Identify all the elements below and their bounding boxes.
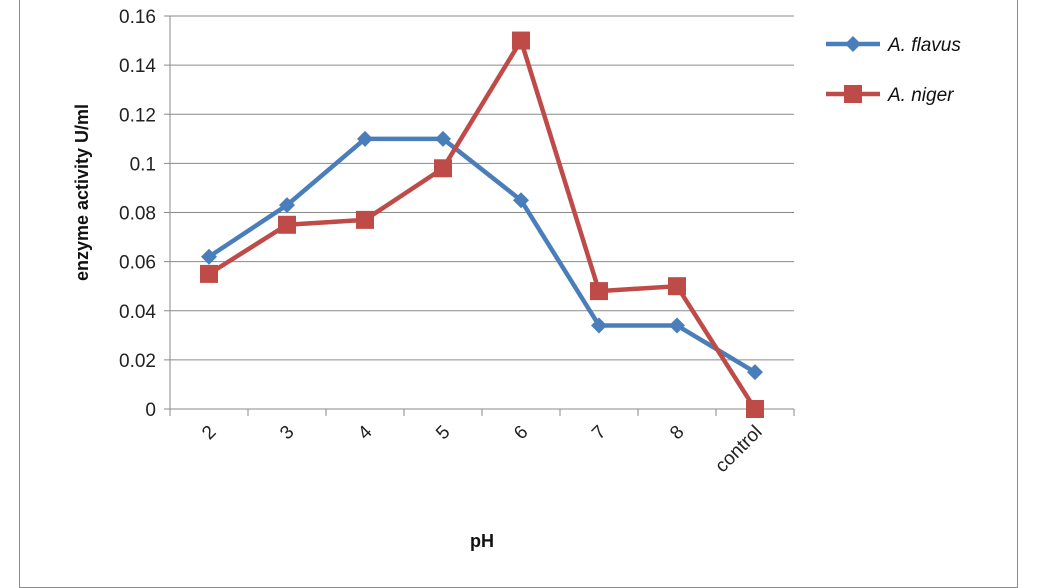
data-point-marker — [357, 130, 373, 147]
data-point-marker — [435, 130, 451, 147]
data-point-marker — [512, 31, 530, 50]
data-point-marker — [669, 317, 685, 334]
x-tick-label: 5 — [432, 422, 454, 444]
series-1 — [201, 130, 763, 381]
y-tick-label: 0.1 — [130, 154, 156, 175]
data-point-marker — [591, 317, 607, 334]
y-tick-label: 0 — [145, 400, 156, 421]
data-point-marker — [434, 159, 452, 178]
series-2 — [200, 31, 764, 418]
x-axis-title: pH — [470, 531, 494, 551]
data-point-marker — [201, 248, 217, 265]
data-point-marker — [356, 210, 374, 229]
x-tick-labels: 2 3 4 5 6 7 8 control — [198, 421, 766, 476]
legend-label: A. niger — [887, 85, 954, 106]
x-tick-label: control — [711, 422, 766, 477]
x-tick-label: 7 — [588, 422, 610, 444]
x-axis — [169, 408, 795, 416]
y-tick-label: 0.06 — [119, 253, 156, 274]
legend-item: A. niger — [826, 85, 954, 106]
y-axis-title: enzyme activity U/ml — [72, 104, 92, 281]
data-point-marker — [746, 400, 764, 418]
y-tick-label: 0.12 — [119, 105, 156, 126]
x-tick-label: 3 — [276, 422, 298, 444]
x-tick-label: 6 — [510, 422, 532, 444]
data-point-marker — [278, 215, 296, 234]
series-layer — [200, 31, 764, 418]
data-point-marker — [200, 264, 218, 283]
series-line — [207, 136, 757, 375]
y-tick-labels: 0 0.02 0.04 0.06 0.08 0.1 0.12 0.14 0.16 — [119, 7, 171, 421]
gridlines — [170, 15, 794, 361]
line-chart: 0 0.02 0.04 0.06 0.08 0.1 0.12 0.14 0.16 2 3 4 5 6 7 8… — [72, 7, 961, 551]
data-point-marker — [590, 282, 608, 301]
data-point-marker — [747, 364, 763, 381]
x-tick-label: 8 — [666, 422, 688, 444]
y-tick-label: 0.14 — [119, 56, 156, 77]
data-point-marker — [279, 197, 295, 214]
x-tick-label: 2 — [198, 422, 220, 444]
y-tick-label: 0.08 — [119, 204, 156, 225]
y-tick-label: 0.16 — [119, 7, 156, 28]
legend-swatch-marker — [845, 36, 861, 52]
data-point-marker — [668, 277, 686, 296]
y-tick-label: 0.04 — [119, 302, 156, 323]
legend-swatch-marker — [844, 85, 862, 103]
y-tick-label: 0.02 — [119, 351, 156, 372]
legend-item: A. flavus — [826, 35, 961, 56]
series-line — [207, 38, 757, 411]
x-tick-label: 4 — [354, 421, 377, 444]
legend-label: A. flavus — [887, 35, 961, 56]
data-point-marker — [513, 192, 529, 209]
legend: A. flavus A. niger — [826, 35, 961, 106]
